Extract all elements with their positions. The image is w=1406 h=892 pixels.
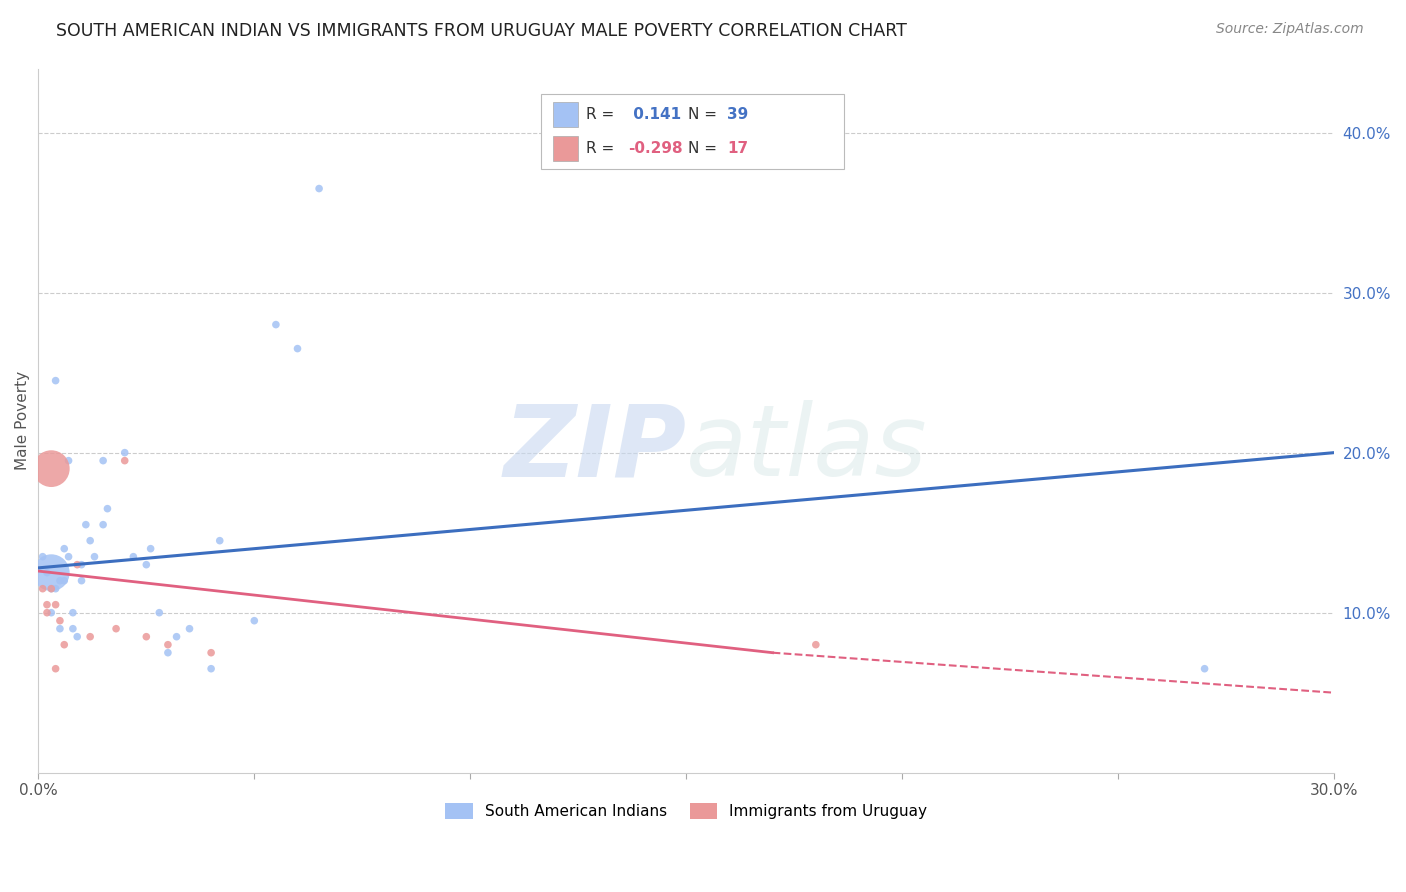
Text: Source: ZipAtlas.com: Source: ZipAtlas.com [1216,22,1364,37]
Point [45,598,67,612]
Point [264,318,287,332]
Point [96,501,118,516]
Point [70,558,93,572]
Point [148,606,170,620]
Point [122,549,145,564]
Point [66,630,89,644]
Point [91,517,114,532]
Point [135,630,157,644]
Point [35,606,58,620]
Point [39,566,62,580]
Point [166,630,188,644]
Text: 0.141: 0.141 [628,107,682,122]
Point [91,453,114,467]
Point [58,549,80,564]
Point [49,614,72,628]
Text: SOUTH AMERICAN INDIAN VS IMMIGRANTS FROM URUGUAY MALE POVERTY CORRELATION CHART: SOUTH AMERICAN INDIAN VS IMMIGRANTS FROM… [56,22,907,40]
Point [58,453,80,467]
Text: atlas: atlas [686,401,928,498]
Point [66,558,89,572]
Point [114,453,136,467]
Point [31,549,53,564]
Point [53,638,76,652]
Point [243,614,266,628]
Point [287,342,309,356]
Point [135,558,157,572]
Point [139,541,162,556]
Point [39,461,62,475]
Point [114,445,136,459]
Point [45,662,67,676]
Text: 17: 17 [727,141,748,156]
Point [156,638,179,652]
Point [62,622,84,636]
Point [53,541,76,556]
Text: 39: 39 [727,107,748,122]
Point [79,533,101,548]
Text: ZIP: ZIP [503,401,686,498]
Point [83,549,105,564]
Point [62,606,84,620]
Point [105,622,128,636]
Point [53,574,76,588]
Point [308,181,330,195]
Point [200,662,222,676]
Text: N =: N = [688,107,721,122]
Point [45,582,67,596]
Point [200,646,222,660]
Point [49,622,72,636]
Text: R =: R = [586,141,620,156]
Point [79,630,101,644]
Point [49,574,72,588]
Point [1194,662,1216,676]
Point [31,582,53,596]
Text: R =: R = [586,107,620,122]
Y-axis label: Male Poverty: Male Poverty [15,371,30,470]
Point [75,517,97,532]
Legend: South American Indians, Immigrants from Uruguay: South American Indians, Immigrants from … [439,797,934,825]
Point [35,598,58,612]
Point [39,582,62,596]
Point [156,646,179,660]
Text: N =: N = [688,141,721,156]
Point [804,638,827,652]
Point [39,582,62,596]
Point [39,606,62,620]
Point [45,374,67,388]
Point [208,533,231,548]
Point [70,574,93,588]
Point [35,566,58,580]
Point [179,622,201,636]
Text: -0.298: -0.298 [628,141,683,156]
